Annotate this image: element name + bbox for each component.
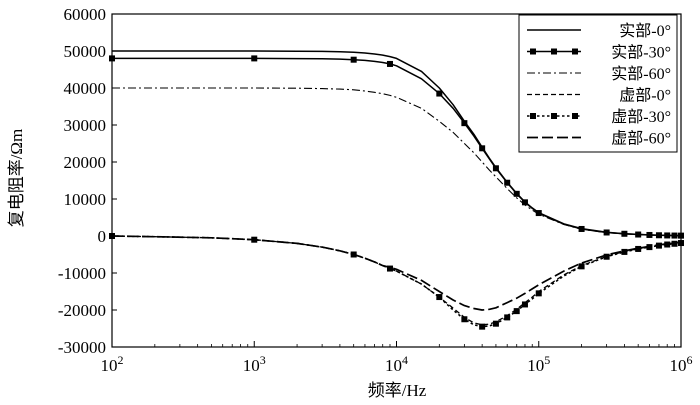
x-tick-label: 103 <box>243 353 266 375</box>
series-marker-5 <box>492 320 499 327</box>
x-tick-label: 102 <box>101 353 124 375</box>
y-tick-label: 40000 <box>64 79 107 98</box>
legend-box <box>518 14 678 153</box>
series-marker-5 <box>621 248 628 255</box>
series-marker-5 <box>386 265 393 272</box>
series-marker-5 <box>521 301 528 308</box>
legend-marker-2 <box>530 48 536 55</box>
legend-label-6: 虚部-60° <box>611 130 671 148</box>
series-line-6 <box>111 235 682 311</box>
series-line-5 <box>111 235 682 328</box>
y-tick-label: 30000 <box>64 116 107 135</box>
series-marker-5 <box>664 241 671 248</box>
y-tick-label: -10000 <box>58 264 106 283</box>
series-marker-2 <box>492 165 499 172</box>
legend-marker-5 <box>572 113 578 119</box>
legend-marker-5 <box>551 113 557 119</box>
series-marker-5 <box>578 263 585 270</box>
x-tick-label: 106 <box>670 353 693 375</box>
series-marker-5 <box>479 323 486 330</box>
series-marker-2 <box>461 120 468 127</box>
y-tick-label: 10000 <box>64 190 107 209</box>
x-axis-label: 频率/Hz <box>368 381 427 400</box>
series-marker-2 <box>664 232 671 239</box>
series-marker-5 <box>436 294 443 301</box>
y-tick-label: 0 <box>98 227 107 246</box>
series-marker-5 <box>635 245 642 252</box>
y-tick-label: 20000 <box>64 153 107 172</box>
series-marker-2 <box>521 199 528 206</box>
y-tick-label: -30000 <box>58 338 106 357</box>
series-marker-2 <box>513 190 520 197</box>
series-marker-2 <box>436 90 443 97</box>
legend-label-5: 虚部-30° <box>611 108 671 126</box>
y-axis-label: 复电阻率/Ωm <box>7 129 26 228</box>
series-line-4 <box>111 235 682 326</box>
series-marker-2 <box>386 60 393 67</box>
series-marker-2 <box>350 56 357 63</box>
series-marker-5 <box>535 290 542 297</box>
x-tick-label: 104 <box>385 353 408 375</box>
series-marker-5 <box>461 316 468 323</box>
y-tick-label: -20000 <box>58 301 106 320</box>
series-marker-5 <box>603 253 610 260</box>
legend-marker-2 <box>572 48 578 55</box>
y-tick-label: 60000 <box>64 5 107 24</box>
series-marker-2 <box>251 55 258 62</box>
series-marker-2 <box>535 210 542 217</box>
series-marker-2 <box>479 145 486 152</box>
legend-label-1: 实部-0° <box>619 22 671 40</box>
legend-label-4: 虚部-0° <box>619 87 671 105</box>
legend-marker-2 <box>551 48 557 55</box>
x-tick-label: 105 <box>527 353 550 375</box>
series-marker-2 <box>504 179 511 186</box>
legend-label-2: 实部-30° <box>611 44 671 62</box>
series-marker-5 <box>513 308 520 315</box>
legend-label-3: 实部-60° <box>611 65 671 83</box>
legend-marker-5 <box>530 113 536 119</box>
series-marker-2 <box>646 231 653 238</box>
series-marker-2 <box>621 230 628 237</box>
series-marker-2 <box>635 231 642 238</box>
series-marker-2 <box>603 229 610 236</box>
series-marker-5 <box>504 314 511 321</box>
series-line-3 <box>112 87 681 237</box>
y-tick-label: 50000 <box>64 42 107 61</box>
